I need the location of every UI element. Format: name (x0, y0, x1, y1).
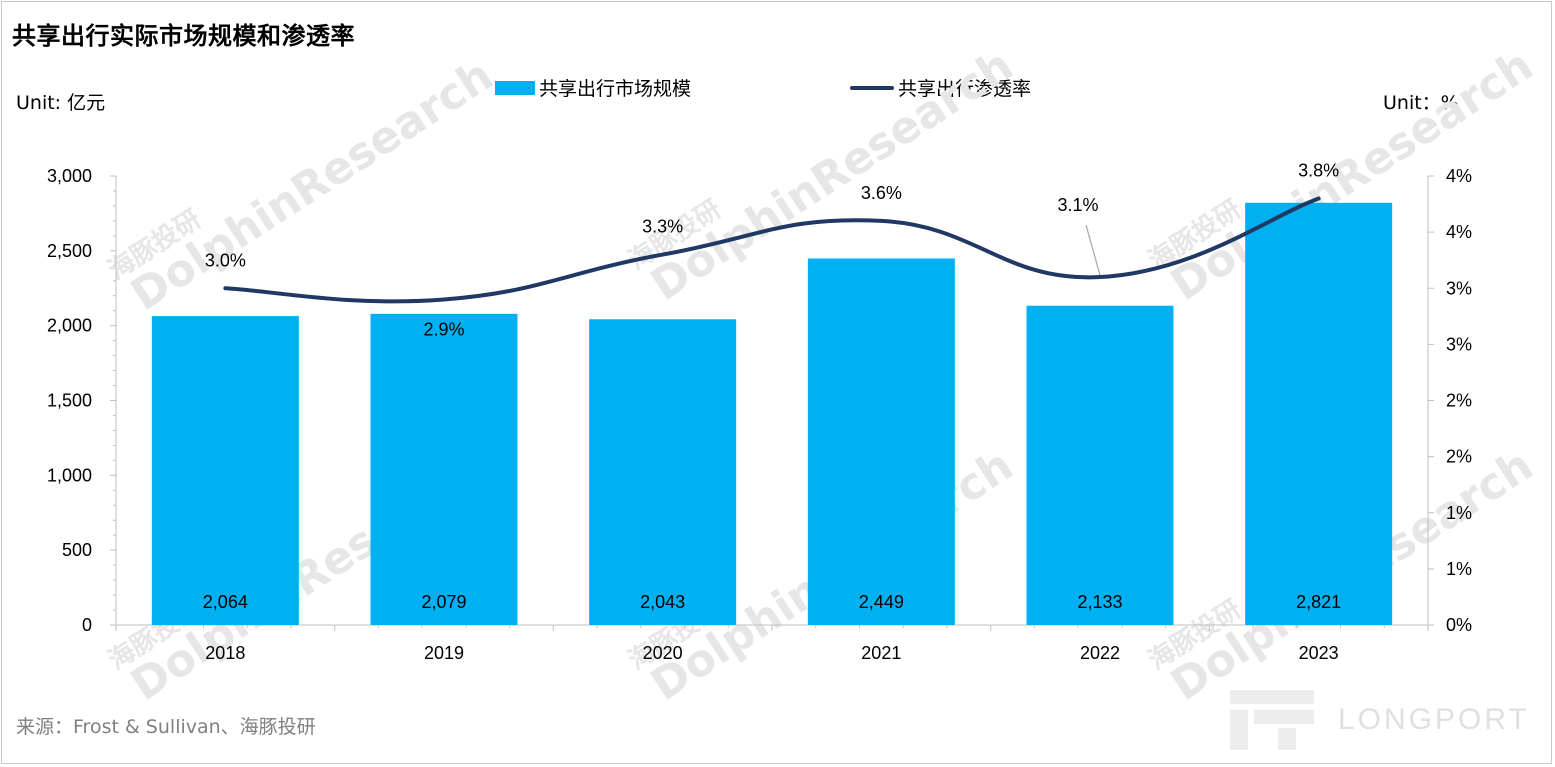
line-value-label: 3.0% (205, 250, 246, 270)
left-axis-tick-label: 500 (62, 540, 92, 560)
bar-2021 (807, 258, 955, 625)
x-axis-tick-label: 2018 (205, 643, 245, 663)
right-axis-tick-label: 4% (1446, 222, 1472, 242)
bar-value-label: 2,133 (1077, 592, 1122, 612)
line-value-label: 3.8% (1298, 160, 1339, 180)
legend-bar-swatch (495, 80, 535, 95)
right-axis-tick-label: 1% (1446, 503, 1472, 523)
left-axis-tick-label: 1,000 (47, 465, 92, 485)
left-axis-tick-label: 3,000 (47, 166, 92, 186)
legend-item-bar-series: 共享出行市场规模 (495, 74, 691, 101)
bar-2023 (1245, 202, 1393, 625)
line-value-label: 3.1% (1057, 195, 1098, 215)
bar-value-label: 2,064 (203, 592, 248, 612)
bar-value-label: 2,079 (421, 592, 466, 612)
right-axis-unit: Unit：% (1383, 92, 1459, 114)
source-note: 来源：Frost & Sullivan、海豚投研 (16, 716, 316, 738)
legend-line-swatch (850, 85, 894, 90)
legend-item-line-series: 共享出行渗透率 (850, 74, 1031, 101)
x-axis-tick-label: 2020 (643, 643, 683, 663)
line-value-label: 2.9% (423, 319, 464, 339)
bar-value-label: 2,449 (859, 592, 904, 612)
bar-value-label: 2,043 (640, 592, 685, 612)
line-value-label: 3.3% (642, 217, 683, 237)
bar-2020 (589, 319, 737, 625)
legend-label-bar: 共享出行市场规模 (539, 78, 692, 100)
bar-value-label: 2,821 (1296, 592, 1341, 612)
bar-2018 (151, 316, 299, 625)
longport-logo-icon (1230, 690, 1314, 750)
x-axis-tick-label: 2019 (424, 643, 464, 663)
legend-label-line: 共享出行渗透率 (898, 78, 1032, 100)
brand-name: LONGPORT (1338, 703, 1530, 736)
bar-2022 (1026, 305, 1174, 625)
line-value-label: 3.6% (861, 183, 902, 203)
right-axis-tick-label: 4% (1446, 166, 1472, 186)
right-axis-tick-label: 2% (1446, 447, 1472, 467)
brand-watermark: LONGPORT (1230, 690, 1530, 750)
left-axis-unit: Unit: 亿元 (16, 92, 106, 114)
bar-2019 (370, 313, 518, 625)
label-leader-line (1085, 224, 1101, 276)
right-axis-tick-label: 3% (1446, 334, 1472, 354)
left-axis-tick-label: 1,500 (47, 391, 92, 411)
x-axis-tick-label: 2022 (1080, 643, 1120, 663)
right-axis-tick-label: 2% (1446, 391, 1472, 411)
right-axis-tick-label: 0% (1446, 615, 1472, 635)
left-axis-tick-label: 0 (82, 615, 92, 635)
x-axis-tick-label: 2021 (861, 643, 901, 663)
left-axis-tick-label: 2,000 (47, 316, 92, 336)
x-axis-tick-label: 2023 (1299, 643, 1339, 663)
chart-title: 共享出行实际市场规模和渗透率 (12, 22, 355, 50)
right-axis-tick-label: 1% (1446, 559, 1472, 579)
right-axis-tick-label: 3% (1446, 278, 1472, 298)
left-axis-tick-label: 2,500 (47, 241, 92, 261)
penetration-rate-line (223, 196, 1321, 304)
